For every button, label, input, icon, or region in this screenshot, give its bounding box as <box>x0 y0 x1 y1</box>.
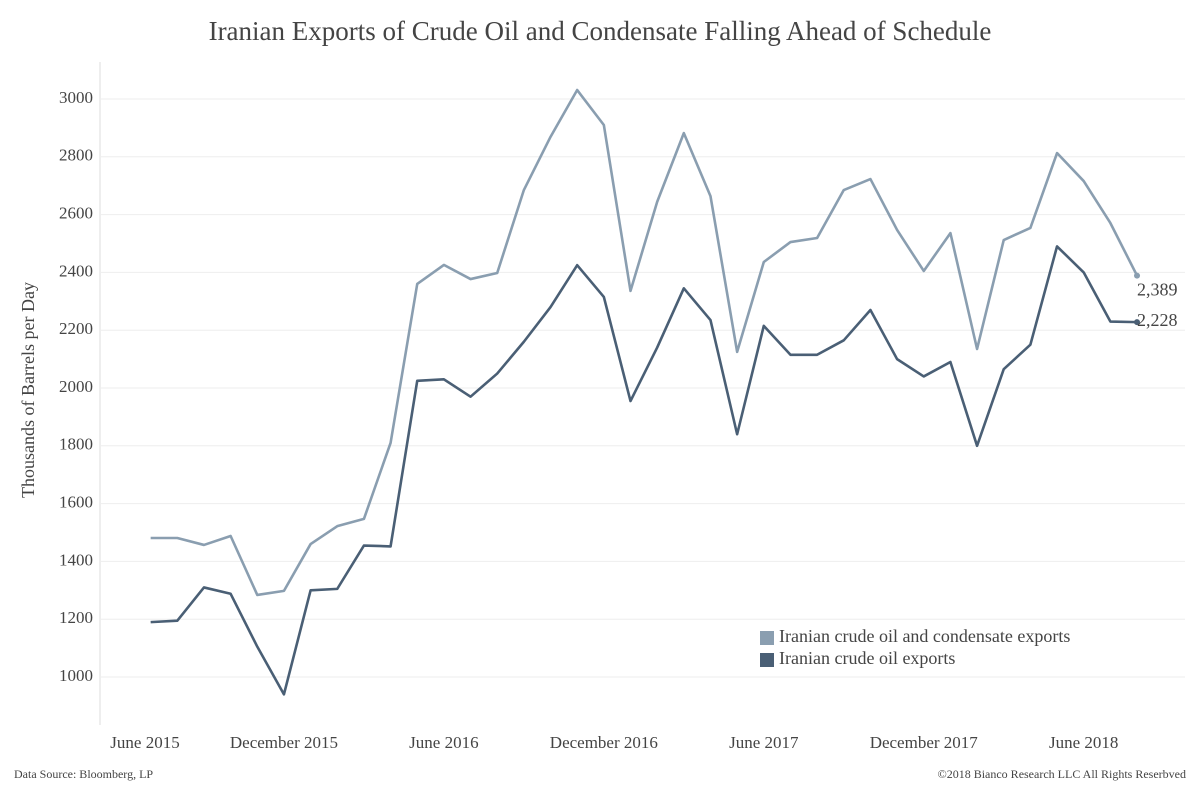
end-point <box>1134 272 1141 279</box>
y-tick-label: 2000 <box>59 377 93 396</box>
y-tick-label: 1600 <box>59 493 93 512</box>
legend-swatch <box>760 653 774 667</box>
y-tick-label: 1800 <box>59 435 93 454</box>
copyright: ©2018 Bianco Research LLC All Rights Res… <box>938 767 1186 781</box>
x-tick-label: June 2015 <box>110 733 179 752</box>
x-tick-label: June 2018 <box>1049 733 1118 752</box>
x-tick-label: December 2017 <box>870 733 979 752</box>
y-tick-label: 2800 <box>59 146 93 165</box>
legend-label: Iranian crude oil exports <box>779 648 955 668</box>
x-tick-label: June 2016 <box>409 733 478 752</box>
chart-title: Iranian Exports of Crude Oil and Condens… <box>209 16 992 46</box>
x-tick-label: December 2015 <box>230 733 338 752</box>
y-axis-label: Thousands of Barrels per Day <box>18 282 38 498</box>
end-label: 2,228 <box>1137 310 1178 330</box>
source: Data Source: Bloomberg, LP <box>14 767 153 781</box>
end-label: 2,389 <box>1137 280 1178 300</box>
y-tick-label: 2400 <box>59 261 93 280</box>
y-tick-label: 1200 <box>59 608 93 627</box>
end-point <box>1134 319 1141 326</box>
y-tick-label: 2200 <box>59 319 93 338</box>
legend-swatch <box>760 631 774 645</box>
y-tick-label: 3000 <box>59 88 93 107</box>
legend-label: Iranian crude oil and condensate exports <box>779 626 1070 646</box>
line-series <box>150 88 1139 597</box>
y-tick-label: 1000 <box>59 666 93 685</box>
x-tick-label: December 2016 <box>550 733 658 752</box>
x-tick-label: June 2017 <box>729 733 799 752</box>
line-series <box>150 245 1138 696</box>
y-tick-label: 1400 <box>59 550 93 569</box>
y-tick-label: 2600 <box>59 204 93 223</box>
